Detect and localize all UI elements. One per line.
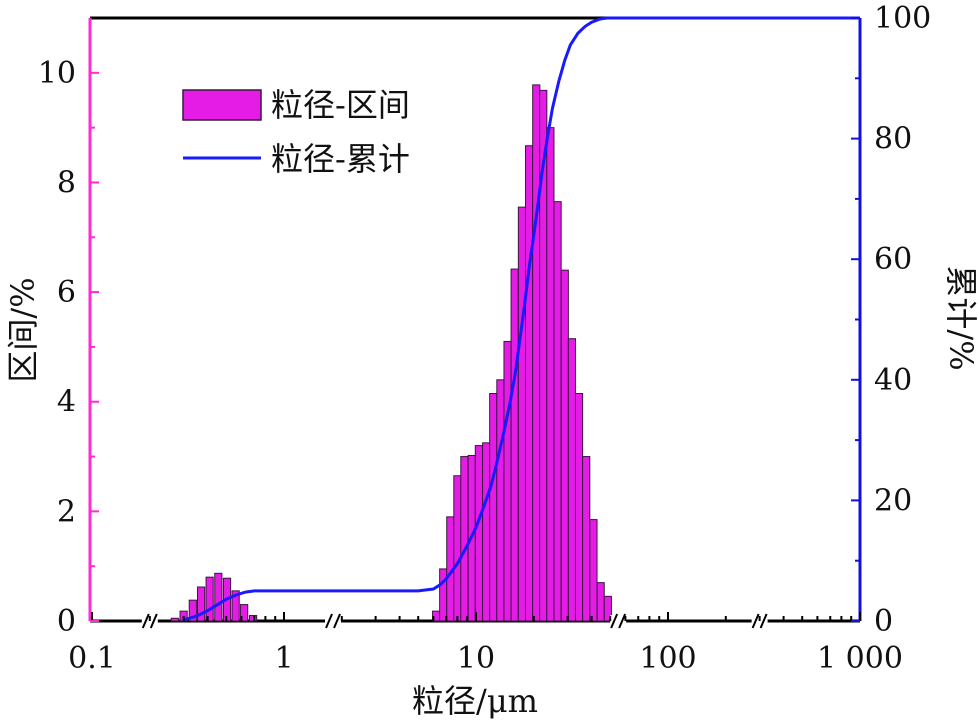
x-axis-title: 粒径/μm	[412, 682, 538, 720]
histogram-bar	[603, 595, 612, 622]
histogram-bar	[453, 475, 462, 622]
histogram-bar	[214, 572, 223, 622]
histogram-bar	[532, 84, 541, 622]
x-tick-label: 1	[274, 641, 293, 676]
x-tick-label: 100	[639, 641, 696, 676]
histogram-bar	[560, 269, 569, 622]
y-right-tick-label: 80	[874, 122, 912, 157]
histogram-bar	[460, 456, 469, 622]
histogram-bar	[546, 127, 555, 622]
y-left-tick-label: 2	[57, 494, 76, 529]
y-left-axis-title: 区间/%	[4, 277, 42, 382]
y-left-tick-label: 10	[38, 56, 76, 91]
y-right-tick-label: 40	[874, 363, 912, 398]
axis-break-gap	[610, 615, 627, 627]
histogram-bar	[589, 519, 598, 622]
axis-break-mark	[333, 613, 341, 629]
axis-break-mark	[759, 613, 768, 629]
y-left-tick-label: 0	[57, 604, 76, 639]
histogram-bar	[248, 615, 258, 622]
axis-break-gap	[325, 615, 342, 627]
y-right-tick-label: 20	[874, 483, 912, 518]
y-right-axis-title: 累计/%	[942, 265, 978, 370]
y-left-tick-label: 8	[57, 165, 76, 200]
axis-break-mark	[325, 613, 333, 629]
y-right-tick-label: 60	[874, 242, 912, 277]
axis-break-mark	[751, 613, 760, 629]
histogram-bar	[439, 568, 448, 622]
y-left-tick-label: 6	[57, 275, 76, 310]
histogram-bar	[482, 442, 491, 622]
x-tick-label: 0.1	[68, 641, 116, 676]
cumulative-line	[183, 16, 860, 622]
histogram-bar	[474, 445, 483, 622]
axis-break-mark	[141, 613, 150, 629]
histogram-bar	[205, 576, 214, 622]
histogram-bar	[574, 393, 584, 622]
y-left-tick-label: 4	[57, 385, 76, 420]
x-tick-label: 10	[457, 641, 495, 676]
histogram-bar	[524, 145, 534, 622]
histogram-bar	[489, 393, 498, 622]
y-right-tick-label: 0	[874, 604, 893, 639]
legend-bar-label: 粒径-区间	[271, 86, 410, 124]
y-right-ticks-group: 0 20 40 60 80 100	[851, 1, 931, 639]
legend-line-label: 粒径-累计	[271, 140, 410, 178]
histogram-bar	[517, 206, 527, 622]
histogram-bar	[582, 456, 591, 622]
axis-break-mark	[618, 613, 627, 629]
histogram-bar	[496, 379, 505, 622]
y-right-tick-label: 100	[874, 1, 931, 36]
x-tick-label: 1 000	[817, 641, 903, 676]
histogram-bar	[231, 590, 240, 622]
axis-break-mark	[610, 613, 619, 629]
histogram-bar	[503, 340, 512, 622]
bar-series-group	[170, 84, 612, 622]
histogram-bar	[567, 338, 577, 622]
legend: 粒径-区间 粒径-累计	[182, 86, 410, 178]
y-left-ticks-group: 0 2 4 6 8 10	[38, 56, 99, 639]
histogram-bar	[188, 599, 197, 622]
legend-bar-swatch	[182, 89, 262, 121]
axis-break-mark	[149, 613, 158, 629]
histogram-bar	[553, 201, 562, 622]
x-ticks-group: 0.1 1 10 100 1 000	[68, 612, 903, 676]
histogram-bar	[170, 617, 179, 622]
histogram-bar	[197, 586, 206, 622]
histogram-bar	[240, 604, 249, 622]
minor-ticks-group	[148, 616, 853, 621]
histogram-bar	[510, 268, 519, 622]
histogram-bar	[596, 582, 605, 622]
